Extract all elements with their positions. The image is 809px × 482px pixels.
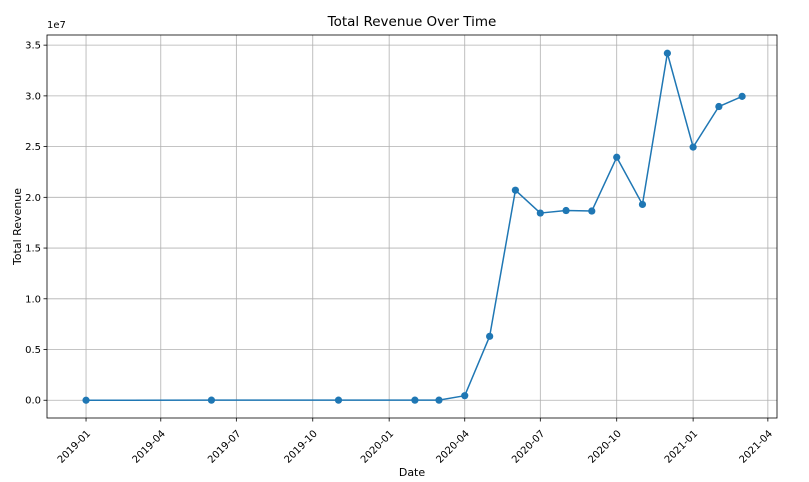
data-point <box>588 207 596 215</box>
y-axis-title: Total Revenue <box>11 188 24 266</box>
y-tick-label: 2.0 <box>25 193 41 204</box>
data-point <box>334 396 343 404</box>
data-point <box>638 200 647 209</box>
series-layer <box>82 49 746 404</box>
data-point <box>511 186 519 194</box>
y-tick-label: 0.0 <box>25 396 41 407</box>
y-tick-label: 1.5 <box>25 244 41 255</box>
data-point <box>715 102 723 111</box>
data-point <box>411 396 419 404</box>
data-point <box>461 392 469 400</box>
data-point <box>689 143 697 151</box>
data-point <box>562 206 570 215</box>
data-point <box>738 92 746 100</box>
data-point <box>536 209 544 217</box>
plot-frame <box>46 34 778 419</box>
data-point <box>207 396 216 404</box>
y-tick-label: 2.5 <box>25 142 41 153</box>
y-tick-label: 3.0 <box>25 91 41 102</box>
data-point <box>663 49 671 57</box>
y-axis: 0.0 0.5 1.0 1.5 2.0 2.5 3.0 3.5 <box>25 41 47 407</box>
chart-title: Total Revenue Over Time <box>327 14 497 30</box>
y-tick-label: 0.5 <box>25 345 41 356</box>
y-tick-label: 1.0 <box>25 294 41 305</box>
data-point <box>486 332 494 340</box>
data-point <box>613 153 621 161</box>
data-point <box>435 396 443 404</box>
data-point <box>82 396 90 404</box>
y-axis-offset-label: 1e7 <box>47 20 66 31</box>
x-axis-title: Date <box>399 466 426 479</box>
y-tick-label: 3.5 <box>25 41 41 52</box>
